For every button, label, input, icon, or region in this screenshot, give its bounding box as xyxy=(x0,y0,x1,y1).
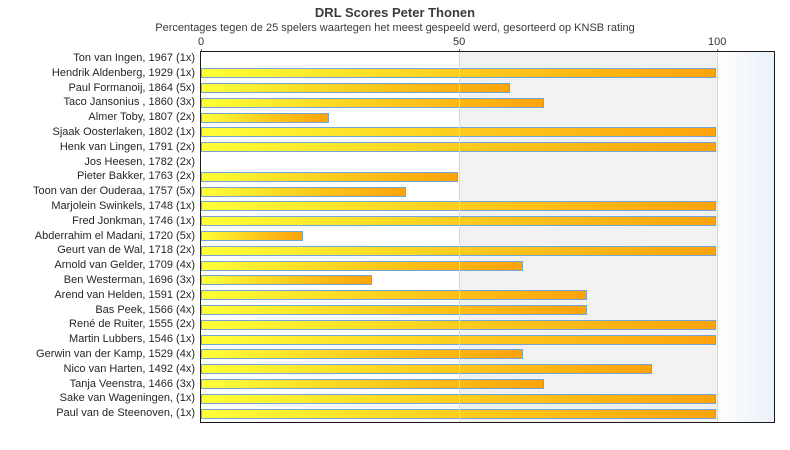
category-label: Ben Westerman, 1696 (3x) xyxy=(63,273,195,286)
bar xyxy=(201,171,459,182)
bar xyxy=(201,275,372,286)
bar-row xyxy=(201,215,774,230)
category-label: Hendrik Aldenberg, 1929 (1x) xyxy=(51,66,195,79)
category-label: Paul van de Steenoven, (1x) xyxy=(56,407,195,420)
bar-row xyxy=(201,141,774,156)
bar xyxy=(201,186,407,197)
bar xyxy=(201,379,545,390)
bar xyxy=(201,83,510,94)
bar-row xyxy=(201,82,774,97)
bar-row xyxy=(201,126,774,141)
category-label: Paul Formanoij, 1864 (5x) xyxy=(68,81,195,94)
bar xyxy=(201,112,330,123)
category-label: Henk van Lingen, 1791 (2x) xyxy=(59,140,195,153)
category-label: Marjolein Swinkels, 1748 (1x) xyxy=(51,199,195,212)
category-label: Tanja Veenstra, 1466 (3x) xyxy=(69,377,195,390)
bar-row xyxy=(201,200,774,215)
category-label: Fred Jonkman, 1746 (1x) xyxy=(72,214,195,227)
bar-row xyxy=(201,274,774,289)
bar-row xyxy=(201,259,774,274)
bar xyxy=(201,216,717,227)
gridline xyxy=(717,52,719,422)
bar-row xyxy=(201,407,774,422)
category-label: Toon van der Ouderaa, 1757 (5x) xyxy=(32,185,195,198)
category-label: Martin Lubbers, 1546 (1x) xyxy=(69,333,195,346)
x-tick-label: 50 xyxy=(452,36,466,48)
bar xyxy=(201,319,717,330)
category-label: René de Ruiter, 1555 (2x) xyxy=(69,318,195,331)
category-label: Almer Toby, 1807 (2x) xyxy=(88,111,195,124)
bar xyxy=(201,408,717,419)
bar xyxy=(201,68,717,79)
bar xyxy=(201,201,717,212)
plot-band-over-100 xyxy=(717,52,774,422)
bar-row xyxy=(201,363,774,378)
category-label: Pieter Bakker, 1763 (2x) xyxy=(76,170,195,183)
bar-row xyxy=(201,378,774,393)
bar xyxy=(201,349,523,360)
bar-row xyxy=(201,185,774,200)
bar-row xyxy=(201,96,774,111)
bar-row xyxy=(201,244,774,259)
chart-title: DRL Scores Peter Thonen xyxy=(314,5,476,20)
bar xyxy=(201,97,545,108)
category-label: Taco Jansonius , 1860 (3x) xyxy=(63,96,195,109)
bar xyxy=(201,142,717,153)
x-tick-label: 0 xyxy=(197,36,205,48)
plot-band-50-100 xyxy=(459,52,718,422)
bar-row xyxy=(201,170,774,185)
bar-row xyxy=(201,304,774,319)
bar-row xyxy=(201,67,774,82)
category-label: Ton van Ingen, 1967 (1x) xyxy=(73,52,195,64)
category-label: Geurt van de Wal, 1718 (2x) xyxy=(57,244,195,257)
bar-row xyxy=(201,289,774,304)
bar-row xyxy=(201,52,774,67)
category-label: Nico van Harten, 1492 (4x) xyxy=(63,362,195,375)
category-label: Sake van Wageningen, (1x) xyxy=(59,392,195,405)
gridline xyxy=(459,52,461,422)
category-label: Abderrahim el Madani, 1720 (5x) xyxy=(34,229,195,242)
bar-row xyxy=(201,348,774,363)
chart-subtitle: Percentages tegen de 25 spelers waartege… xyxy=(155,22,635,34)
bar xyxy=(201,305,588,316)
plot-rows xyxy=(201,52,774,422)
bar-row xyxy=(201,156,774,171)
x-axis: 0 50 100 xyxy=(0,36,790,53)
bar xyxy=(201,334,717,345)
bar xyxy=(201,260,523,271)
bar-row xyxy=(201,230,774,245)
bar-row xyxy=(201,333,774,348)
category-label: Arend van Helden, 1591 (2x) xyxy=(54,288,195,301)
bar-row xyxy=(201,392,774,407)
category-labels: Ton van Ingen, 1967 (1x) Hendrik Aldenber… xyxy=(0,51,195,421)
bar xyxy=(201,393,717,404)
bar-row xyxy=(201,111,774,126)
category-label: Arnold van Gelder, 1709 (4x) xyxy=(54,259,195,272)
category-label: Jos Heesen, 1782 (2x) xyxy=(84,155,195,168)
category-label: Gerwin van der Kamp, 1529 (4x) xyxy=(36,347,195,360)
plot-area xyxy=(200,51,775,423)
bar-row xyxy=(201,318,774,333)
bar xyxy=(201,231,304,242)
bar xyxy=(201,290,588,301)
bar xyxy=(201,364,652,375)
x-tick-label: 100 xyxy=(708,36,727,48)
bar xyxy=(201,127,717,138)
category-label: Sjaak Oosterlaken, 1802 (1x) xyxy=(52,125,195,138)
category-label: Bas Peek, 1566 (4x) xyxy=(95,303,195,316)
bar xyxy=(201,245,717,256)
